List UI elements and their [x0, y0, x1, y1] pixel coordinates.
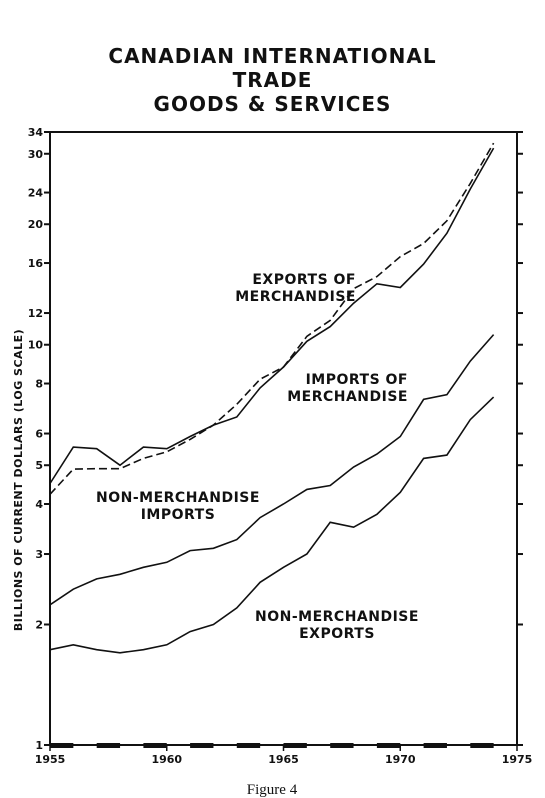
y-tick-label: 10: [28, 339, 44, 352]
x-tick-label: 1960: [151, 753, 182, 766]
caption: Figure 4: [247, 782, 298, 798]
y-tick-label: 4: [35, 498, 43, 511]
axis-band: [50, 743, 74, 748]
axis-band: [96, 743, 121, 748]
axis-band: [190, 743, 214, 748]
axis-band: [283, 743, 307, 748]
chart-title: TRADE: [232, 68, 313, 92]
x-tick-label: 1965: [268, 753, 299, 766]
y-tick-label: 8: [35, 378, 43, 391]
chart-title: GOODS & SERVICES: [153, 92, 392, 116]
axis-band: [470, 743, 494, 748]
y-tick-label: 20: [28, 218, 44, 231]
axis-band: [423, 743, 447, 748]
y-tick-label: 16: [28, 257, 44, 270]
y-tick-label: 24: [28, 187, 44, 200]
axis-band: [143, 743, 167, 748]
y-tick-label: 30: [28, 148, 44, 161]
series-label: NON-MERCHANDISE EXPORTS: [255, 609, 419, 642]
y-tick-label: 34: [28, 126, 44, 139]
series-line: [49, 334, 495, 606]
x-tick-label: 1970: [385, 753, 416, 766]
series-label: NON-MERCHANDISE IMPORTS: [96, 490, 260, 523]
y-tick-label: 3: [35, 548, 43, 561]
y-tick-label: 2: [35, 619, 43, 632]
axis-band: [330, 743, 354, 748]
x-tick-label: 1975: [502, 753, 533, 766]
y-tick-label: 6: [35, 428, 43, 441]
axis-band: [376, 743, 401, 748]
series-line: [49, 396, 495, 654]
series-label: EXPORTS OF MERCHANDISE: [235, 272, 356, 305]
y-tick-label: 5: [35, 459, 43, 472]
axis-band: [236, 743, 261, 748]
y-tick-label: 1: [35, 739, 43, 752]
series-label: IMPORTS OF MERCHANDISE: [287, 372, 408, 405]
series-line: [49, 142, 495, 495]
y-tick-label: 12: [28, 307, 43, 320]
series-line: [49, 147, 495, 484]
y-axis-label: BILLIONS OF CURRENT DOLLARS (LOG SCALE): [12, 329, 25, 631]
x-tick-label: 1955: [35, 753, 66, 766]
chart-title: CANADIAN INTERNATIONAL: [108, 44, 437, 68]
